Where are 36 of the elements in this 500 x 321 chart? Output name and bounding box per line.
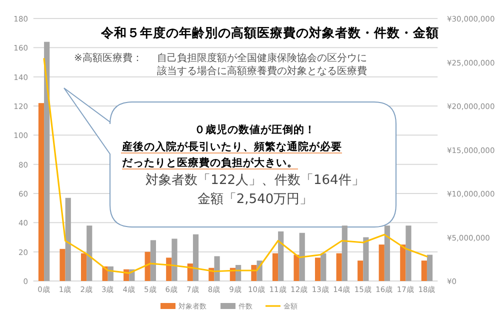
bar bbox=[166, 258, 172, 281]
bar bbox=[384, 226, 390, 281]
annotation: 産後の入院が長引いたり、頻繁な通院が必要 bbox=[121, 140, 342, 153]
bar bbox=[44, 42, 50, 281]
bar bbox=[144, 252, 150, 281]
bar bbox=[278, 231, 284, 281]
bar bbox=[80, 253, 87, 281]
bar bbox=[314, 258, 321, 281]
bar bbox=[192, 234, 199, 281]
annotation: 自己負担限度額が全国健康保険協会の区分ウに該当する場合に高額療養費の対象となる医療費 bbox=[157, 52, 367, 77]
bar bbox=[426, 254, 433, 281]
annotation: 金額「2,540万円」 bbox=[197, 192, 313, 207]
bar bbox=[214, 256, 220, 281]
bar bbox=[400, 244, 406, 281]
text: 令和５年度の年齢別の高額医療費の対象者数・件数・金額 bbox=[100, 25, 439, 40]
bar bbox=[150, 240, 156, 281]
annotation: だったりと医療費の負担が大きい。 bbox=[122, 156, 298, 169]
bar bbox=[38, 103, 44, 281]
bar bbox=[86, 226, 92, 281]
annotation: ０歳児の数値が圧倒的！ bbox=[194, 123, 316, 136]
bar bbox=[172, 238, 178, 281]
bar bbox=[60, 248, 66, 281]
annotation: ※高額医療費： bbox=[74, 52, 142, 64]
bar bbox=[336, 253, 342, 281]
annotation: 対象者数「122人」、件数「164件」 bbox=[146, 172, 364, 188]
bar bbox=[299, 232, 305, 281]
bar bbox=[294, 254, 300, 281]
bar bbox=[378, 244, 384, 281]
bar bbox=[358, 260, 364, 281]
bar bbox=[342, 226, 348, 281]
bar bbox=[406, 226, 412, 281]
bar bbox=[363, 237, 369, 281]
bar bbox=[272, 253, 278, 281]
bar bbox=[65, 198, 71, 281]
bar bbox=[320, 253, 326, 281]
bar bbox=[421, 260, 427, 281]
